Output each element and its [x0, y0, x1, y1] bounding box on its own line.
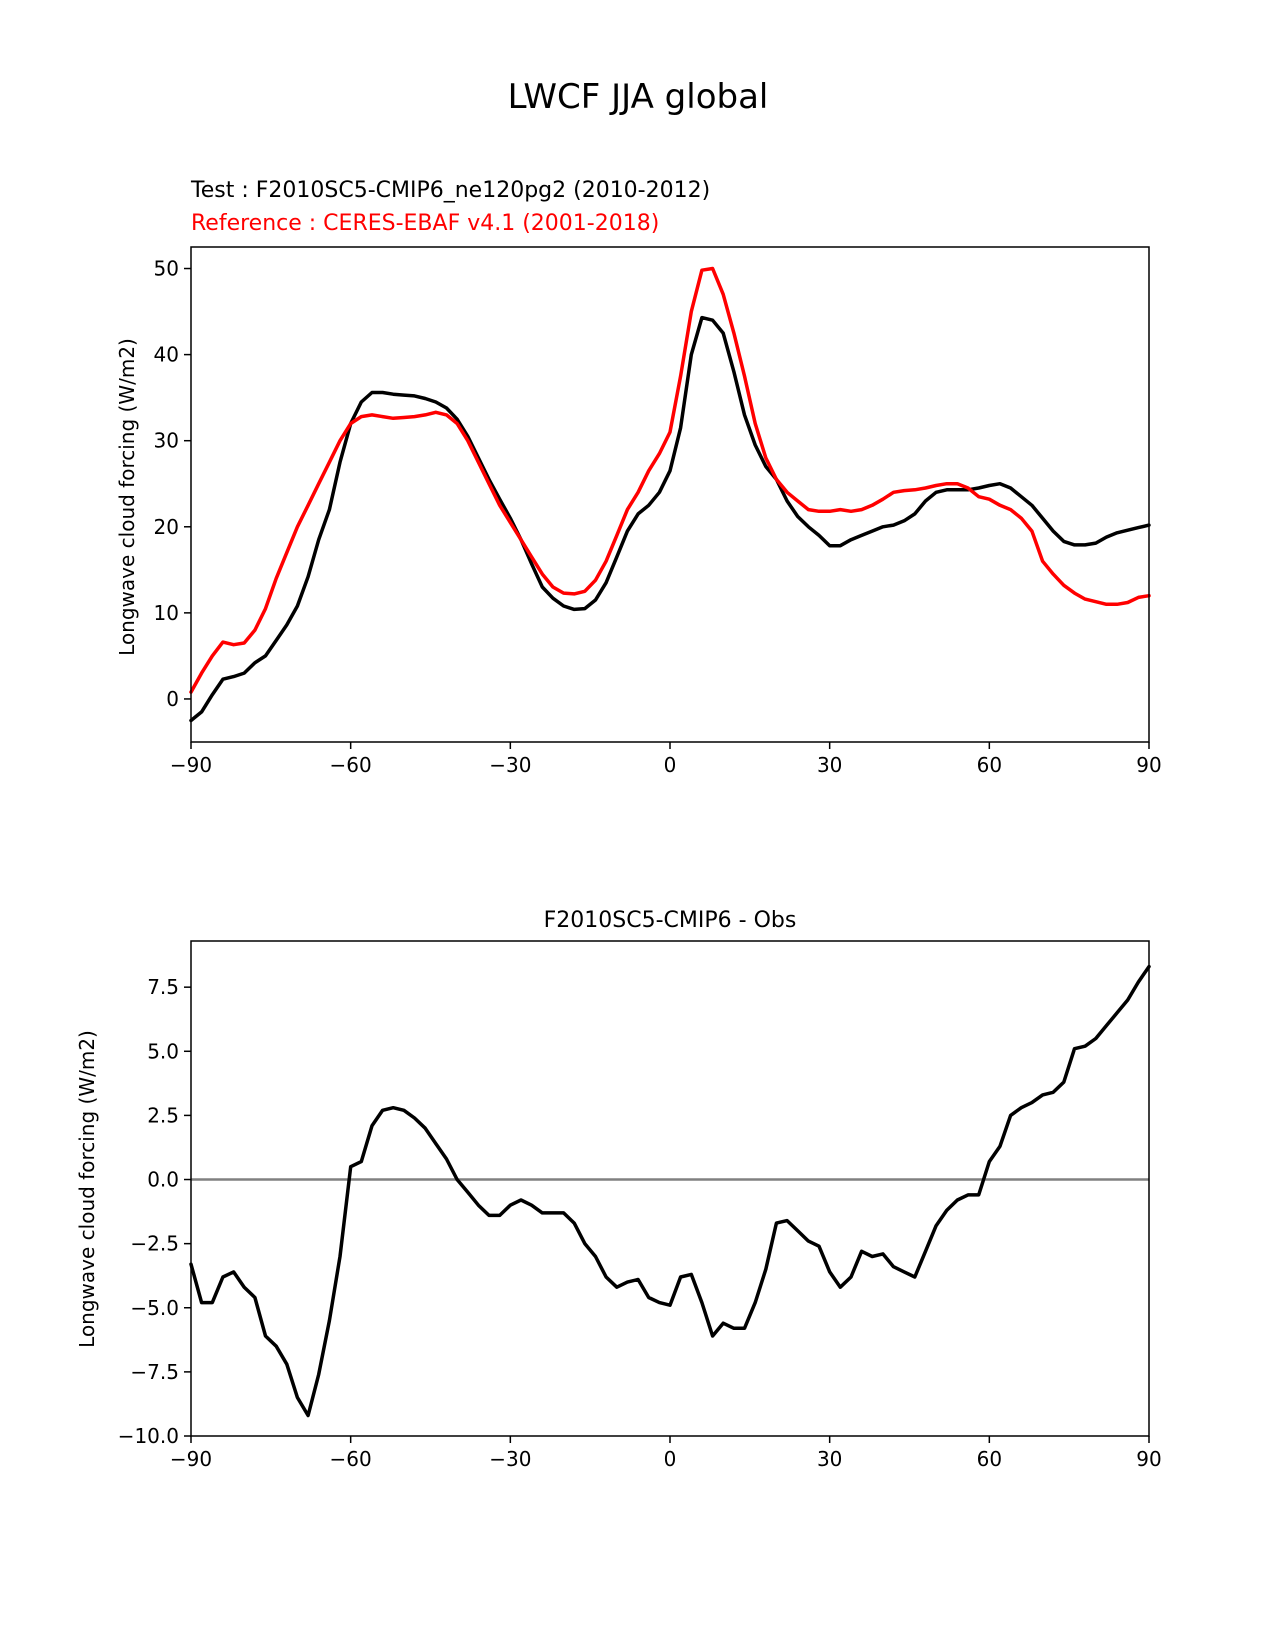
y-tick-label: 2.5 [147, 1103, 179, 1127]
x-tick-label: 0 [664, 1447, 677, 1471]
x-tick-label: 30 [817, 753, 842, 777]
y-tick-label: 40 [154, 343, 179, 367]
x-tick-label: 60 [977, 1447, 1002, 1471]
y-tick-label: 0.0 [147, 1168, 179, 1192]
lwcf-zonal-mean-chart: Test : F2010SC5-CMIP6_ne120pg2 (2010-201… [115, 178, 1162, 777]
y-tick-label: 50 [154, 257, 179, 281]
y-tick-label: 5.0 [147, 1039, 179, 1063]
top-y-axis-label: Longwave cloud forcing (W/m2) [115, 338, 139, 656]
y-tick-label: −7.5 [130, 1360, 179, 1384]
figure-title: LWCF JJA global [508, 77, 769, 117]
y-tick-label: −5.0 [130, 1296, 179, 1320]
x-tick-label: −30 [489, 1447, 531, 1471]
series-line-test [189, 964, 1151, 1418]
x-tick-label: −60 [330, 753, 372, 777]
bottom-chart-title: F2010SC5-CMIP6 - Obs [544, 908, 797, 933]
bottom-y-axis-label: Longwave cloud forcing (W/m2) [75, 1030, 99, 1348]
x-tick-label: 60 [977, 753, 1002, 777]
y-tick-label: 30 [154, 429, 179, 453]
x-tick-label: −90 [170, 753, 212, 777]
y-tick-label: −10.0 [118, 1424, 179, 1448]
lwcf-difference-chart: F2010SC5-CMIP6 - Obs Longwave cloud forc… [75, 908, 1162, 1471]
series-line-test [189, 315, 1151, 723]
y-tick-label: −2.5 [130, 1232, 179, 1256]
x-tick-label: −90 [170, 1447, 212, 1471]
y-tick-label: 0 [166, 687, 179, 711]
bottom-plot-frame [190, 940, 1150, 1437]
x-tick-label: 90 [1136, 1447, 1161, 1471]
x-tick-label: 30 [817, 1447, 842, 1471]
y-tick-label: 7.5 [147, 975, 179, 999]
top-plot-frame [190, 246, 1150, 743]
test-label: Test : F2010SC5-CMIP6_ne120pg2 (2010-201… [190, 178, 710, 203]
x-tick-label: −30 [489, 753, 531, 777]
y-tick-label: 10 [154, 601, 179, 625]
y-tick-label: 20 [154, 515, 179, 539]
reference-label: Reference : CERES-EBAF v4.1 (2001-2018) [191, 211, 659, 236]
series-line-reference [189, 266, 1151, 694]
x-tick-label: −60 [330, 1447, 372, 1471]
x-tick-label: 0 [664, 753, 677, 777]
x-tick-label: 90 [1136, 753, 1161, 777]
